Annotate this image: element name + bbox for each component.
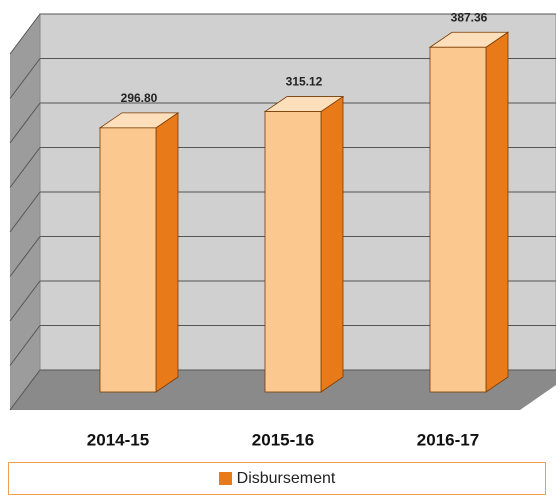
x-tick-label: 2014-15 (87, 430, 149, 449)
legend: Disbursement (8, 462, 546, 495)
grid-line-side (9, 13, 41, 55)
x-tick-label: 2016-17 (417, 430, 479, 449)
bar (429, 46, 487, 393)
x-tick-label: 2015-16 (252, 430, 314, 449)
bar (99, 127, 157, 393)
legend-swatch (218, 472, 232, 485)
grid-line-side (9, 191, 41, 233)
grid-line-side (9, 280, 41, 322)
bar (264, 111, 322, 393)
value-label: 296.80 (121, 91, 158, 105)
grid-line-side (9, 236, 41, 277)
legend-label: Disbursement (236, 469, 336, 487)
bar-side (320, 95, 344, 393)
chart: 296.80 2014-15 315.12 2015-16 387.36 2016-17 (9, 10, 556, 449)
grid-line-side (9, 102, 41, 144)
value-label: 387.36 (451, 10, 488, 24)
bar-side (155, 112, 179, 393)
grid-line-side (9, 325, 41, 366)
grid-line-side (9, 58, 41, 99)
grid-line-side (9, 369, 41, 411)
value-label: 315.12 (286, 75, 323, 89)
grid-line-side (9, 147, 41, 188)
bar-side (485, 31, 509, 393)
